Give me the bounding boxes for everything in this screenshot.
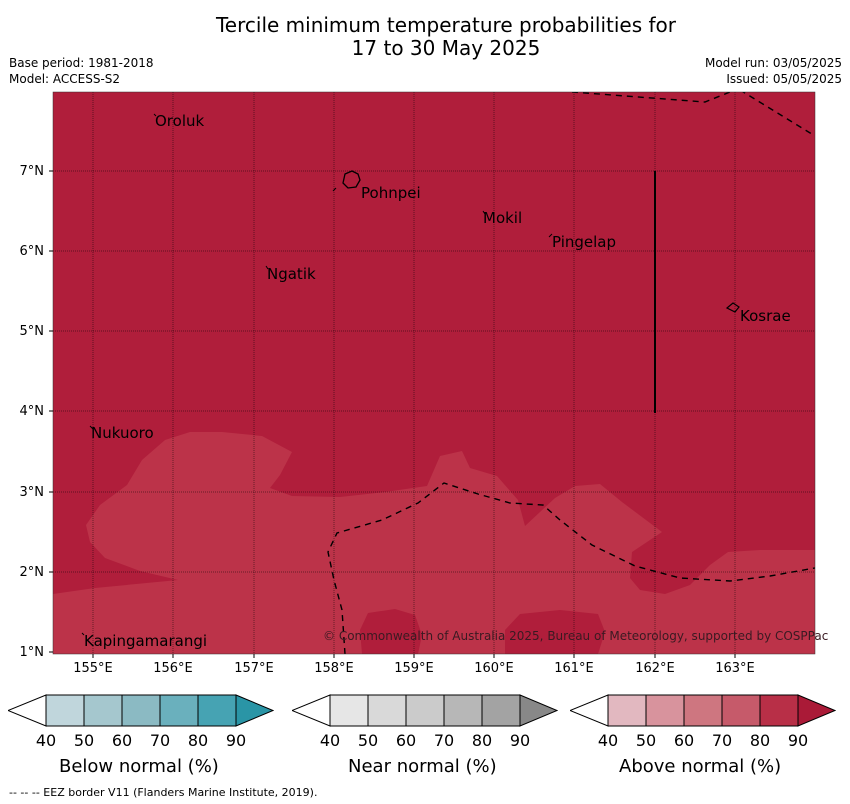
lon-label-158e: 158°E <box>314 661 354 676</box>
lon-label-155e: 155°E <box>73 661 113 676</box>
cb-above-tick: 80 <box>749 731 771 750</box>
cb-above-tick: 60 <box>673 731 695 750</box>
cb-near-tick: 70 <box>433 731 455 750</box>
cb-above-tick: 70 <box>711 731 733 750</box>
cb-below-seg-1 <box>45 694 85 727</box>
cb-below-seg-0 <box>8 694 47 727</box>
cb-below-seg-5 <box>197 694 237 727</box>
cb-near-tick: 80 <box>471 731 493 750</box>
cb-below-tick: 40 <box>35 731 57 750</box>
cb-near-tick: 60 <box>395 731 417 750</box>
cb-near-seg-2 <box>367 694 407 727</box>
cb-above-seg-1 <box>607 694 647 727</box>
place-oroluk: Oroluk <box>155 112 205 130</box>
colorbar-title-near: Near normal (%) <box>348 756 497 777</box>
lat-label-5n: 5°N <box>19 324 45 339</box>
cb-below-tick: 90 <box>225 731 247 750</box>
cb-above-tick: 90 <box>787 731 809 750</box>
meta-right: Model run: 03/05/2025 Issued: 05/05/2025 <box>705 55 842 87</box>
cb-near-seg-1 <box>329 694 369 727</box>
cb-near-tick: 40 <box>319 731 341 750</box>
place-kosrae: Kosrae <box>740 307 791 325</box>
lon-label-159e: 159°E <box>394 661 434 676</box>
place-pingelap: Pingelap <box>552 233 617 251</box>
cb-near-seg-5 <box>481 694 521 727</box>
model-name: Model: ACCESS-S2 <box>9 72 121 86</box>
place-nukuoro: Nukuoro <box>91 424 154 442</box>
colorbar-title-above: Above normal (%) <box>619 756 782 777</box>
cb-near-tick: 50 <box>357 731 379 750</box>
place-ngatik: Ngatik <box>267 265 316 283</box>
cb-above-seg-6 <box>797 694 836 727</box>
place-mokil: Mokil <box>483 209 523 227</box>
probability-contour-80-pocket-left <box>360 609 422 654</box>
lat-label-3n: 3°N <box>19 485 45 500</box>
cb-below-seg-2 <box>83 694 123 727</box>
cb-below-tick: 50 <box>73 731 95 750</box>
title-line-1: Tercile minimum temperature probabilitie… <box>215 13 677 37</box>
pohnpei-island <box>342 170 361 189</box>
lat-label-4n: 4°N <box>19 404 45 419</box>
eez-border <box>327 92 815 654</box>
axis-ticks <box>49 170 736 658</box>
cb-near-seg-6 <box>519 694 558 727</box>
cb-below-seg-4 <box>159 694 199 727</box>
place-kapingamarangi: Kapingamarangi <box>84 632 208 650</box>
place-pohnpei: Pohnpei <box>361 184 421 202</box>
colorbar-above-normal <box>570 694 836 727</box>
cb-above-seg-4 <box>721 694 761 727</box>
cb-near-tick: 90 <box>509 731 531 750</box>
cb-above-seg-3 <box>683 694 723 727</box>
model-run: Model run: 03/05/2025 <box>704 56 842 70</box>
lat-label-1n: 1°N <box>19 645 45 660</box>
lat-label-2n: 2°N <box>19 565 45 580</box>
title-line-2: 17 to 30 May 2025 <box>351 36 541 60</box>
cb-above-seg-2 <box>645 694 685 727</box>
meta-left: Base period: 1981-2018 Model: ACCESS-S2 <box>9 55 154 87</box>
colorbar-below-normal <box>8 694 274 727</box>
lon-label-161e: 161°E <box>554 661 594 676</box>
cb-below-seg-3 <box>121 694 161 727</box>
cb-above-tick: 50 <box>635 731 657 750</box>
lat-label-7n: 7°N <box>19 164 45 179</box>
colorbar-title-below: Below normal (%) <box>59 756 219 777</box>
lon-label-163e: 163°E <box>715 661 755 676</box>
lon-label-162e: 162°E <box>635 661 675 676</box>
map-frame <box>52 91 816 655</box>
chart-title: Tercile minimum temperature probabilitie… <box>0 14 850 60</box>
cb-below-tick: 70 <box>149 731 171 750</box>
probability-contour-80-pocket-right <box>505 610 605 654</box>
atoll-marks <box>81 113 553 636</box>
cb-near-seg-4 <box>443 694 483 727</box>
islet-mark <box>332 187 337 192</box>
cb-near-seg-3 <box>405 694 445 727</box>
colorbar-near-normal <box>292 694 558 727</box>
lon-label-156e: 156°E <box>153 661 193 676</box>
cb-below-seg-6 <box>235 694 274 727</box>
cb-below-tick: 60 <box>111 731 133 750</box>
copyright-credit: © Commonwealth of Australia 2025, Bureau… <box>323 629 829 643</box>
lat-label-6n: 6°N <box>19 244 45 259</box>
issued-date: Issued: 05/05/2025 <box>726 72 842 86</box>
grid-lines <box>53 92 815 654</box>
probability-contour-70 <box>53 432 815 654</box>
cb-near-seg-0 <box>292 694 331 727</box>
cb-above-tick: 40 <box>597 731 619 750</box>
cb-above-seg-5 <box>759 694 799 727</box>
base-period: Base period: 1981-2018 <box>9 56 154 70</box>
lon-label-160e: 160°E <box>474 661 514 676</box>
kosrae-island <box>725 302 740 313</box>
lon-label-157e: 157°E <box>234 661 274 676</box>
eez-legend-footer: -- -- -- EEZ border V11 (Flanders Marine… <box>9 786 318 799</box>
cb-below-tick: 80 <box>187 731 209 750</box>
cb-above-seg-0 <box>570 694 609 727</box>
